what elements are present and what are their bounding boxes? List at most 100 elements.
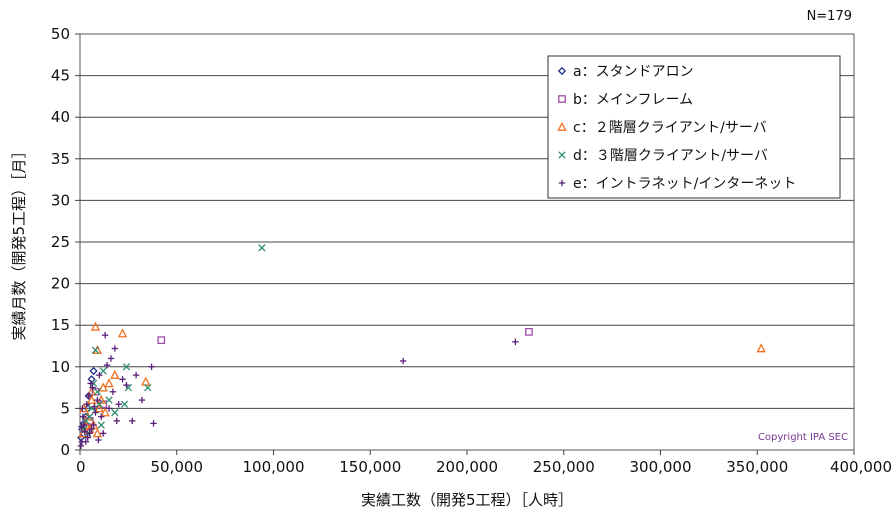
data-point xyxy=(91,346,100,354)
data-point xyxy=(111,408,119,417)
data-point xyxy=(77,442,85,450)
legend-box xyxy=(547,55,841,199)
x-tick-label: 150,000 xyxy=(339,458,401,476)
data-point xyxy=(95,436,102,444)
data-point xyxy=(104,378,114,388)
data-point xyxy=(78,438,86,445)
data-point xyxy=(89,384,96,391)
data-point xyxy=(132,371,140,379)
x-axis-ticks: 0 50,000 100,000 150,000 200,000 250,000 300,0… xyxy=(76,450,892,476)
legend-marker xyxy=(558,95,566,103)
data-point xyxy=(101,331,109,339)
data-point xyxy=(84,434,91,441)
y-axis-title: 実績月数（開発5工程）［月］ xyxy=(10,143,28,340)
sample-size-note: N=179 xyxy=(807,9,852,24)
legend-entry: d：３階層クライアント/サーバ xyxy=(573,148,768,164)
y-tick-label: 5 xyxy=(60,399,70,417)
data-point xyxy=(83,401,90,408)
data-point xyxy=(512,338,519,346)
data-point xyxy=(138,396,146,404)
legend: a：スタンドアロン b：メインフレーム c：２階層クライアント/サーバ d：３階層クラ… xyxy=(547,55,841,199)
data-point xyxy=(78,423,85,430)
data-point xyxy=(86,394,97,404)
data-point xyxy=(109,388,117,395)
data-point xyxy=(111,345,119,352)
y-tick-label: 15 xyxy=(51,316,70,334)
data-point xyxy=(99,367,107,375)
data-point xyxy=(86,430,93,437)
x-tick-label: 250,000 xyxy=(533,458,595,476)
data-point xyxy=(92,409,99,416)
y-tick-label: 25 xyxy=(51,233,70,251)
data-point xyxy=(103,361,111,369)
data-point xyxy=(81,428,89,435)
legend-marker xyxy=(558,179,566,187)
data-point xyxy=(88,426,95,433)
data-point xyxy=(107,355,115,362)
x-tick-label: 350,000 xyxy=(726,458,788,476)
data-point xyxy=(105,405,113,412)
y-axis-ticks: 0 5 10 15 20 25 30 35 40 45 50 xyxy=(51,25,80,459)
x-tick-label: 300,000 xyxy=(629,458,691,476)
data-point xyxy=(122,363,131,371)
y-tick-label: 35 xyxy=(51,150,70,168)
series-e xyxy=(77,331,519,450)
data-point xyxy=(85,392,92,400)
y-tick-label: 50 xyxy=(51,25,70,43)
x-tick-label: 50,000 xyxy=(151,458,204,476)
data-point xyxy=(258,244,266,252)
data-point xyxy=(92,428,103,438)
data-point xyxy=(79,413,87,420)
legend-entry: a：スタンドアロン xyxy=(573,64,694,80)
data-point xyxy=(157,336,166,345)
data-point xyxy=(79,405,86,412)
x-tick-label: 200,000 xyxy=(436,458,498,476)
data-point xyxy=(89,366,98,376)
legend-marker xyxy=(557,66,567,76)
data-point xyxy=(525,328,533,336)
data-point xyxy=(150,420,157,427)
legend-entry: c：２階層クライアント/サーバ xyxy=(573,120,767,136)
data-point xyxy=(123,381,130,389)
legend-marker xyxy=(557,121,567,131)
data-point xyxy=(148,363,155,370)
data-point xyxy=(94,403,105,413)
data-point xyxy=(144,383,152,392)
data-point xyxy=(756,343,766,353)
y-tick-label: 10 xyxy=(51,358,70,376)
legend-entry: e：イントラネット/インターネット xyxy=(573,176,796,192)
data-point xyxy=(399,357,407,365)
data-point xyxy=(100,430,107,437)
data-point xyxy=(93,388,102,396)
y-tick-label: 30 xyxy=(51,191,70,209)
y-tick-label: 45 xyxy=(51,67,70,85)
data-point xyxy=(105,396,113,404)
data-points xyxy=(77,244,766,450)
y-tick-label: 0 xyxy=(60,441,70,459)
data-point xyxy=(98,413,105,420)
data-point xyxy=(97,421,105,429)
data-point xyxy=(117,328,128,338)
y-tick-label: 20 xyxy=(51,275,70,293)
data-point xyxy=(119,376,126,383)
data-point xyxy=(94,396,101,404)
data-point xyxy=(98,382,108,392)
data-point xyxy=(90,421,97,429)
data-point xyxy=(115,401,122,408)
x-tick-label: 400,000 xyxy=(830,458,892,476)
x-tick-label: 100,000 xyxy=(242,458,304,476)
data-point xyxy=(86,386,97,396)
data-point xyxy=(91,403,98,410)
data-point xyxy=(90,321,101,331)
x-axis-title: 実績工数（開発5工程）［人時］ xyxy=(361,491,573,509)
data-point xyxy=(129,417,136,425)
legend-marker xyxy=(558,151,566,159)
legend-entry: b：メインフレーム xyxy=(573,92,693,108)
data-point xyxy=(87,380,94,387)
data-point xyxy=(120,400,129,408)
data-point xyxy=(110,369,120,379)
copyright-label: Copyright IPA SEC xyxy=(758,432,848,443)
data-point xyxy=(87,375,96,384)
data-point xyxy=(96,371,103,379)
